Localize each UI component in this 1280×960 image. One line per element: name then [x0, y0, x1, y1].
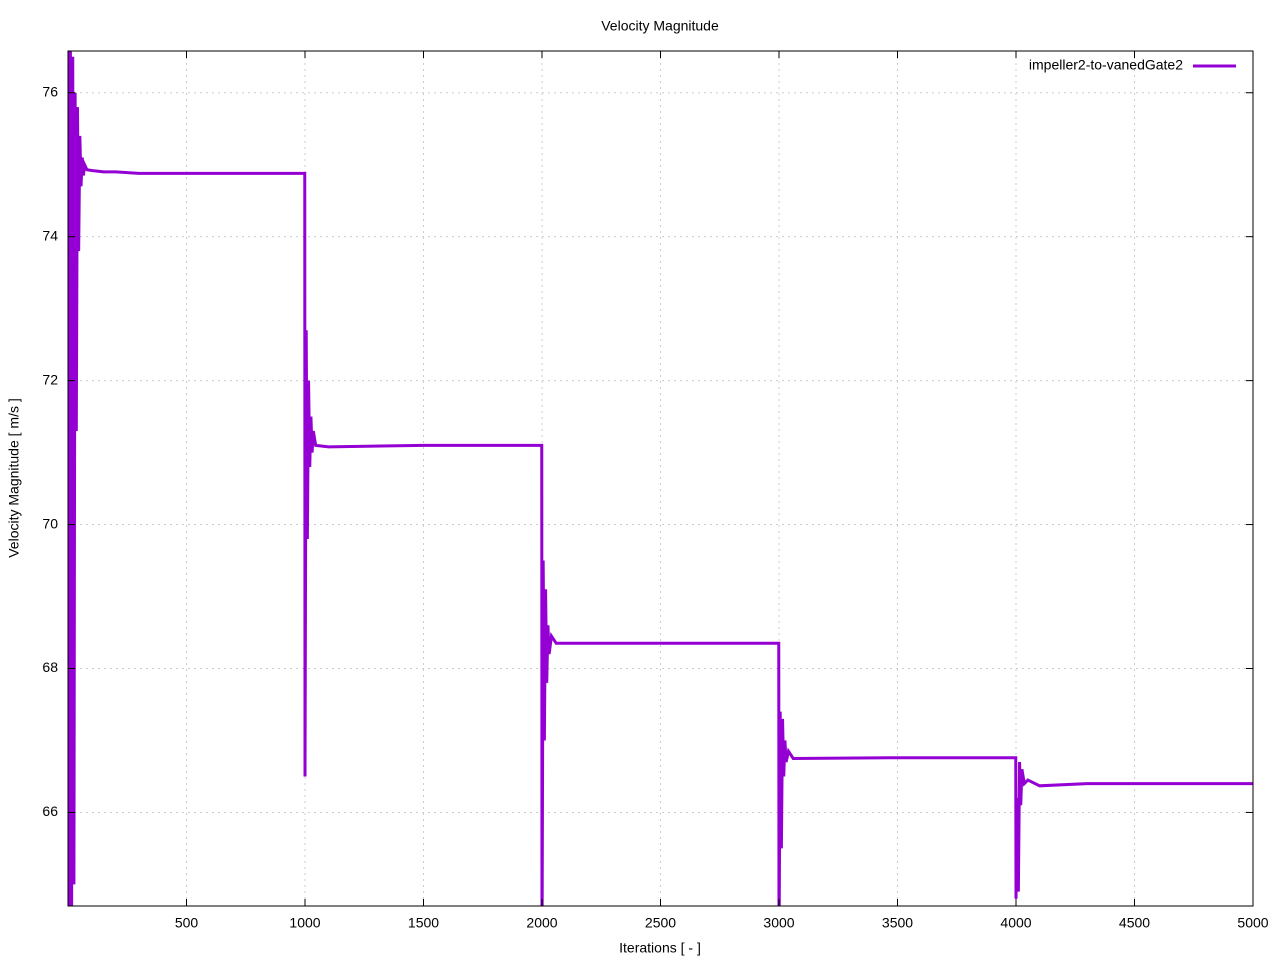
data-line	[68, 51, 1253, 906]
y-tick-label: 66	[42, 803, 58, 819]
x-tick-label: 2000	[526, 915, 557, 931]
x-tick-label: 3000	[763, 915, 794, 931]
x-tick-label: 500	[175, 915, 199, 931]
x-tick-label: 5000	[1237, 915, 1268, 931]
x-tick-label: 2500	[645, 915, 676, 931]
y-tick-label: 76	[42, 83, 58, 99]
y-tick-label: 74	[42, 227, 58, 243]
plot-area	[68, 51, 1253, 906]
x-tick-label: 3500	[882, 915, 913, 931]
x-axis-label: Iterations [ - ]	[619, 940, 701, 956]
legend-label: impeller2-to-vanedGate2	[1029, 57, 1183, 73]
x-tick-label: 4000	[1000, 915, 1031, 931]
x-tick-label: 1000	[289, 915, 320, 931]
y-tick-label: 72	[42, 371, 58, 387]
y-tick-label: 70	[42, 515, 58, 531]
y-tick-label: 68	[42, 659, 58, 675]
chart-title: Velocity Magnitude	[601, 18, 719, 34]
x-tick-label: 1500	[408, 915, 439, 931]
grid	[68, 51, 1254, 906]
legend: impeller2-to-vanedGate2	[1029, 57, 1236, 73]
y-axis-label: Velocity Magnitude [ m/s ]	[6, 398, 22, 558]
x-tick-label: 4500	[1119, 915, 1150, 931]
